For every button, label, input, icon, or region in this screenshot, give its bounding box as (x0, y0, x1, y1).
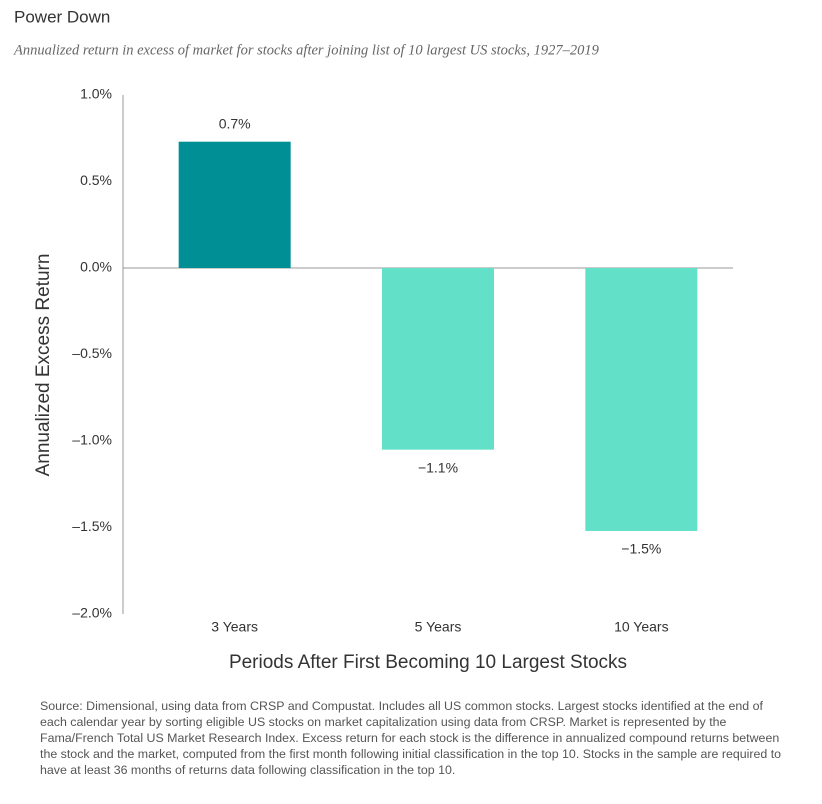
x-tick-label: 5 Years (415, 619, 462, 635)
y-tick-label: –2.0% (72, 605, 112, 621)
y-tick-label: –1.5% (72, 518, 112, 534)
y-tick-label: –0.5% (72, 345, 112, 361)
bar (382, 268, 494, 450)
value-label: 0.7% (219, 115, 251, 131)
bar (585, 268, 698, 531)
chart-subtitle: Annualized return in excess of market fo… (13, 42, 600, 58)
x-axis-label: Periods After First Becoming 10 Largest … (229, 652, 627, 673)
y-axis-label: Annualized Excess Return (33, 254, 54, 477)
source-note: Source: Dimensional, using data from CRS… (40, 699, 782, 777)
bar (178, 141, 291, 268)
value-label: −1.5% (621, 541, 661, 557)
x-tick-label: 3 Years (211, 619, 258, 635)
value-label: −1.1% (418, 459, 458, 475)
y-tick-label: 0.0% (80, 259, 112, 275)
chart-title: Power Down (14, 7, 110, 26)
y-tick-label: 1.0% (80, 86, 112, 102)
y-tick-label: –1.0% (72, 432, 112, 448)
y-tick-label: 0.5% (80, 172, 112, 188)
x-tick-label: 10 Years (614, 619, 669, 635)
chart: Power Down Annualized return in excess o… (13, 7, 733, 673)
